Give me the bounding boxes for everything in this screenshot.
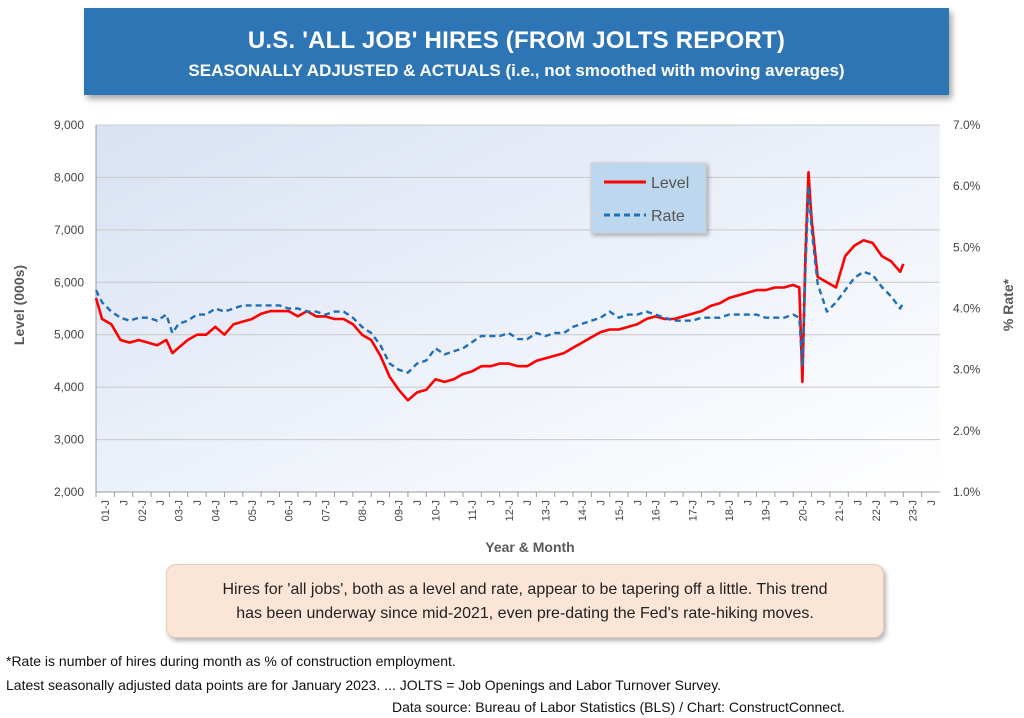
legend-level-label: Level bbox=[651, 175, 689, 192]
annotation-line-1: Hires for 'all jobs', both as a level an… bbox=[222, 581, 828, 598]
x-tick-label: J bbox=[522, 500, 534, 506]
y-left-tick-label: 9,000 bbox=[54, 118, 84, 132]
x-tick-label: J bbox=[155, 500, 167, 506]
y-right-tick-label: 1.0% bbox=[953, 485, 981, 499]
x-tick-label: 06-J bbox=[284, 500, 296, 521]
x-tick-label: 19-J bbox=[761, 500, 773, 521]
title-banner: U.S. 'ALL JOB' HIRES (FROM JOLTS REPORT)… bbox=[84, 8, 949, 95]
x-tick-label: J bbox=[559, 500, 571, 506]
footnote-source: Data source: Bureau of Labor Statistics … bbox=[392, 699, 845, 715]
x-tick-label: J bbox=[596, 500, 608, 506]
series-rate-line bbox=[94, 184, 905, 374]
x-axis-title: Year & Month bbox=[485, 539, 574, 555]
x-tick-label: 17-J bbox=[687, 500, 699, 521]
y-right-tick-label: 3.0% bbox=[953, 363, 981, 377]
x-tick-label: 12-J bbox=[504, 500, 516, 521]
x-tick-label: 01-J bbox=[100, 500, 112, 521]
chart-subtitle: SEASONALLY ADJUSTED & ACTUALS (i.e., not… bbox=[188, 61, 845, 80]
series-lines bbox=[94, 170, 905, 402]
x-tick-label: 23-J bbox=[907, 500, 919, 521]
y-right-tick-label: 7.0% bbox=[953, 118, 981, 132]
x-tick-label: 20-J bbox=[797, 500, 809, 521]
legend-rate-label: Rate bbox=[651, 208, 685, 225]
x-tick-label: 08-J bbox=[357, 500, 369, 521]
x-tick-label: 10-J bbox=[430, 500, 442, 521]
x-tick-label: 22-J bbox=[871, 500, 883, 521]
y-right-tick-label: 2.0% bbox=[953, 424, 981, 438]
x-tick-label: 03-J bbox=[174, 500, 186, 521]
plot-area bbox=[96, 125, 940, 492]
chart-plot: 2,000 3,000 4,000 5,000 6,000 7,000 8,000 9,000… bbox=[11, 118, 1016, 555]
footnote-latest-data: Latest seasonally adjusted data points a… bbox=[6, 677, 722, 693]
x-tick-label: 09-J bbox=[394, 500, 406, 521]
y-left-tick-label: 8,000 bbox=[54, 170, 84, 184]
x-tick-label: 11-J bbox=[467, 500, 479, 521]
x-tick-label: 14-J bbox=[577, 500, 589, 521]
y-right-tick-label: 5.0% bbox=[953, 240, 981, 254]
x-tick-label: J bbox=[375, 500, 387, 506]
gridlines bbox=[96, 124, 940, 441]
x-tick-label: J bbox=[742, 500, 754, 506]
x-tick-label: 16-J bbox=[651, 500, 663, 521]
x-tick-label: 21-J bbox=[834, 500, 846, 521]
x-tick-label: 18-J bbox=[724, 500, 736, 521]
legend: Level Rate bbox=[590, 162, 707, 234]
y-left-tick-label: 2,000 bbox=[54, 485, 84, 499]
x-tick-label: 05-J bbox=[247, 500, 259, 521]
axes: 2,000 3,000 4,000 5,000 6,000 7,000 8,000 9,000… bbox=[54, 118, 981, 521]
x-tick-label: J bbox=[339, 500, 351, 506]
x-tick-label: 02-J bbox=[137, 500, 149, 521]
x-tick-label: J bbox=[816, 500, 828, 506]
x-tick-label: J bbox=[192, 500, 204, 506]
series-level-line bbox=[94, 170, 905, 402]
y-left-tick-label: 7,000 bbox=[54, 223, 84, 237]
x-tick-label: 04-J bbox=[210, 500, 222, 521]
y-left-tick-label: 5,000 bbox=[54, 328, 84, 342]
y-left-tick-label: 3,000 bbox=[54, 433, 84, 447]
y-left-tick-label: 4,000 bbox=[54, 380, 84, 394]
y-axis-right-title: % Rate* bbox=[1000, 278, 1016, 331]
y-right-tick-label: 6.0% bbox=[953, 179, 981, 193]
y-axis-left-title: Level (000s) bbox=[11, 265, 27, 345]
x-tick-label: J bbox=[412, 500, 424, 506]
x-tick-label: J bbox=[449, 500, 461, 506]
x-tick-label: J bbox=[265, 500, 277, 506]
x-tick-label: J bbox=[889, 500, 901, 506]
x-tick-label: J bbox=[119, 500, 131, 506]
y-right-tick-label: 4.0% bbox=[953, 302, 981, 316]
x-tick-label: J bbox=[485, 500, 497, 506]
x-tick-label: J bbox=[926, 500, 938, 506]
footnote-rate-definition: *Rate is number of hires during month as… bbox=[6, 653, 456, 669]
x-tick-label: J bbox=[706, 500, 718, 506]
x-tick-label: J bbox=[302, 500, 314, 506]
y-left-tick-label: 6,000 bbox=[54, 275, 84, 289]
annotation-box: Hires for 'all jobs', both as a level an… bbox=[166, 564, 884, 638]
x-tick-label: J bbox=[229, 500, 241, 506]
x-tick-label: 07-J bbox=[320, 500, 332, 521]
legend-box bbox=[590, 162, 707, 234]
chart-title: U.S. 'ALL JOB' HIRES (FROM JOLTS REPORT) bbox=[247, 27, 786, 54]
annotation-line-2: has been underway since mid-2021, even p… bbox=[236, 605, 814, 622]
x-tick-label: 15-J bbox=[614, 500, 626, 521]
x-tick-label: J bbox=[632, 500, 644, 506]
x-tick-label: J bbox=[852, 500, 864, 506]
x-tick-label: 13-J bbox=[541, 500, 553, 521]
x-tick-label: J bbox=[669, 500, 681, 506]
x-tick-label: J bbox=[779, 500, 791, 506]
